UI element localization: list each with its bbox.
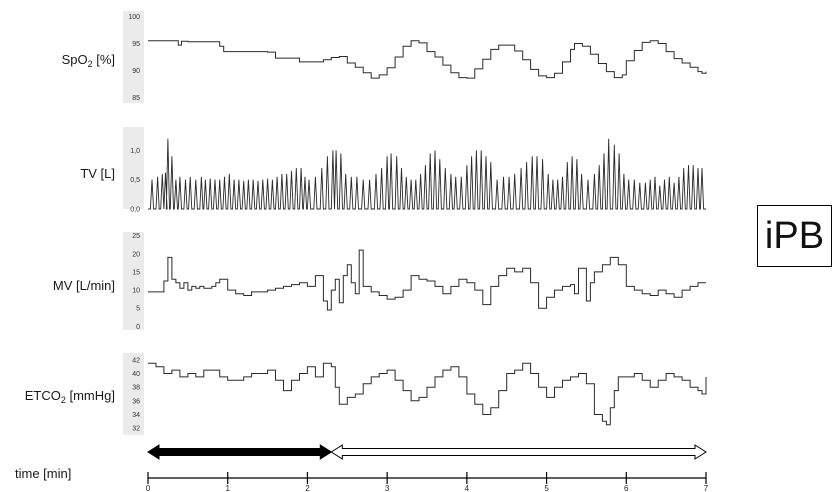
time-axis: time [min] 0 1 2 3 4 5 6 7: [15, 466, 709, 492]
etco2-tick-label: 40: [132, 371, 140, 378]
tv-tick-label: 0,0: [130, 207, 140, 214]
tv-tick-label: 1,0: [130, 148, 140, 155]
panel-mv: MV [L/min] 25 20 15 10 5 0: [53, 232, 706, 331]
phase-arrow-filled: [147, 444, 333, 460]
spo2-tick-label: 100: [128, 14, 140, 21]
mv-tick-label: 20: [132, 251, 140, 258]
mv-tick-labels: 25 20 15 10 5 0: [132, 233, 140, 331]
etco2-tick-label: 34: [132, 412, 140, 419]
etco2-label: ETCO2 [mmHg]: [25, 388, 115, 405]
time-tick-label: 7: [704, 484, 709, 492]
time-tick-label: 6: [624, 484, 629, 492]
mv-tick-label: 5: [136, 306, 140, 313]
etco2-y-axis-band: [123, 353, 144, 435]
time-tick-label: 1: [225, 484, 230, 492]
mv-tick-label: 0: [136, 324, 140, 331]
mv-trace: [148, 249, 706, 311]
panel-spo2: SpO2 [%] 100 95 90 85: [62, 11, 707, 103]
mv-tick-label: 15: [132, 269, 140, 276]
mv-tick-label: 10: [132, 288, 140, 295]
time-tick-label: 5: [544, 484, 549, 492]
spo2-tick-label: 95: [132, 41, 140, 48]
mv-y-axis-band: [123, 232, 144, 330]
spo2-tick-label: 90: [132, 68, 140, 75]
tv-tick-labels: 1,0 0,5 0,0: [130, 148, 140, 214]
phase-arrow-open: [330, 444, 707, 460]
tv-tick-label: 0,5: [130, 177, 140, 184]
ipb-label-box: iPB: [757, 205, 832, 267]
spo2-label: SpO2 [%]: [62, 52, 115, 69]
time-axis-label: time [min]: [15, 466, 71, 481]
time-tick-label: 2: [305, 484, 310, 492]
phase-arrows: [147, 444, 707, 460]
tv-y-axis-band: [123, 127, 144, 209]
time-tick-label: 4: [465, 484, 470, 492]
etco2-tick-label: 36: [132, 398, 140, 405]
spo2-trace: [148, 40, 707, 79]
tv-trace: [148, 138, 706, 210]
spo2-y-axis-band: [123, 11, 144, 103]
ipb-label: iPB: [764, 214, 825, 257]
mv-label: MV [L/min]: [53, 278, 115, 293]
time-axis-ticks: 0 1 2 3 4 5 6 7: [146, 472, 709, 492]
spo2-tick-label: 85: [132, 95, 140, 102]
time-tick-label: 0: [146, 484, 151, 492]
etco2-tick-labels: 42 40 38 36 34 32: [132, 357, 140, 432]
panel-etco2: ETCO2 [mmHg] 42 40 38 36 34 32: [25, 353, 707, 435]
spo2-tick-labels: 100 95 90 85: [128, 14, 140, 102]
etco2-tick-label: 38: [132, 385, 140, 392]
panel-tv: TV [L] 1,0 0,5 0,0: [80, 127, 706, 214]
etco2-trace: [148, 362, 707, 426]
time-tick-label: 3: [385, 484, 390, 492]
mv-tick-label: 25: [132, 233, 140, 240]
etco2-tick-label: 42: [132, 357, 140, 364]
etco2-tick-label: 32: [132, 426, 140, 433]
tv-label: TV [L]: [80, 166, 115, 181]
